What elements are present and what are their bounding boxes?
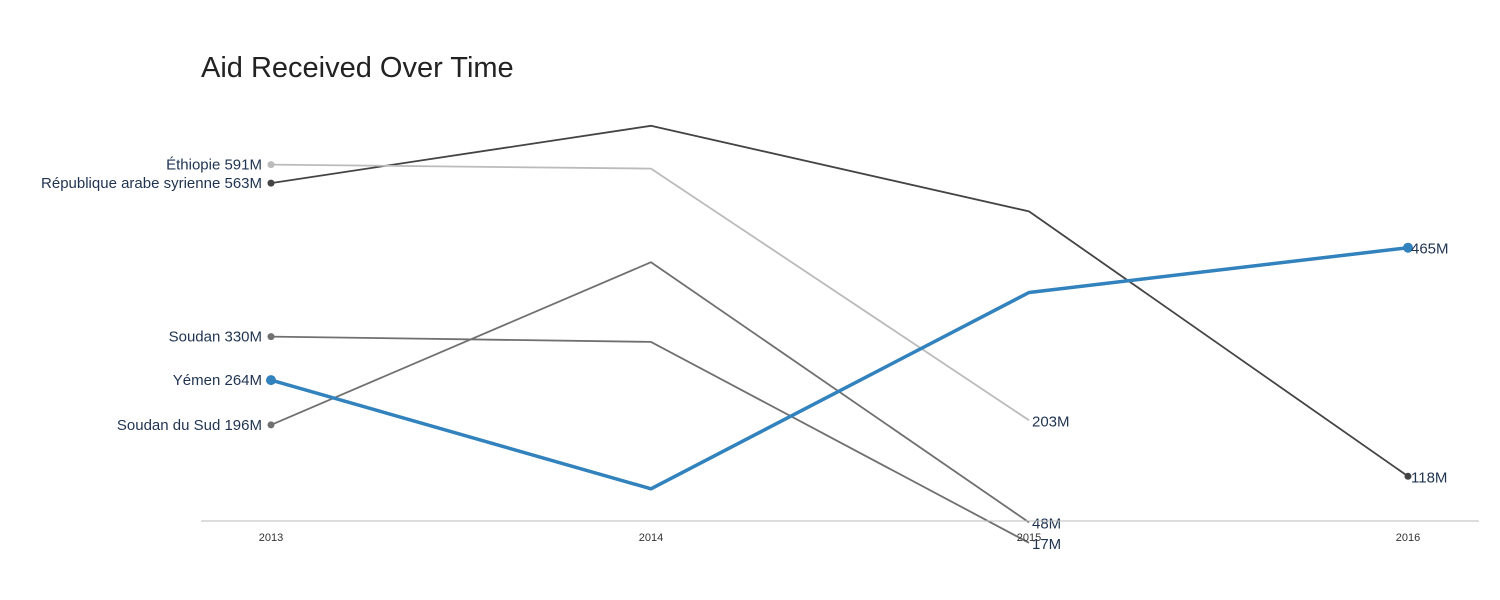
start-point-soudan-du-sud — [267, 421, 275, 429]
series-line-soudan-du-sud — [270, 261, 1030, 524]
end-label-ethiopie: 203M — [1032, 413, 1070, 430]
start-label-soudan: Soudan 330M — [169, 329, 262, 346]
end-point-yemen — [1403, 242, 1413, 253]
series-line-ethiopie — [270, 163, 1030, 422]
series-line-republique-arabe-syrienne — [270, 124, 1409, 478]
x-tick-label-2013: 2013 — [259, 532, 283, 544]
series-ethiopie: Éthiopie 591M 203M — [166, 157, 1069, 431]
x-tick-label-2016: 2016 — [1396, 532, 1420, 544]
start-point-ethiopie — [267, 161, 275, 169]
end-label-soudan-du-sud: 48M — [1032, 515, 1061, 532]
start-label-soudan-du-sud: Soudan du Sud 196M — [117, 417, 262, 434]
end-point-republique-arabe-syrienne — [1404, 472, 1412, 480]
series-soudan: Soudan 330M 17M — [169, 329, 1062, 553]
x-axis-ticks: 2013 2014 2015 2016 — [259, 532, 1420, 544]
start-label-yemen: Yémen 264M — [173, 372, 262, 389]
series-layer: République arabe syrienne 563M 118M Éthiop… — [41, 124, 1449, 553]
series-republique-arabe-syrienne: République arabe syrienne 563M 118M — [41, 124, 1447, 486]
chart-title: Aid Received Over Time — [201, 52, 514, 84]
end-label-soudan: 17M — [1032, 536, 1061, 553]
end-label-yemen: 465M — [1411, 241, 1449, 258]
start-label-republique-arabe-syrienne: République arabe syrienne 563M — [41, 175, 262, 192]
series-yemen: Yémen 264M 465M — [173, 241, 1449, 491]
start-label-ethiopie: Éthiopie 591M — [166, 157, 262, 174]
start-point-soudan — [267, 333, 275, 341]
x-tick-label-2014: 2014 — [639, 532, 663, 544]
x-tick-label-2015: 2015 — [1017, 532, 1041, 544]
series-line-yemen — [270, 245, 1409, 491]
series-line-soudan — [270, 335, 1030, 544]
series-soudan-du-sud: Soudan du Sud 196M 48M — [117, 261, 1061, 532]
end-label-republique-arabe-syrienne: 118M — [1411, 469, 1447, 486]
start-point-yemen — [266, 375, 276, 386]
start-point-republique-arabe-syrienne — [267, 179, 275, 187]
